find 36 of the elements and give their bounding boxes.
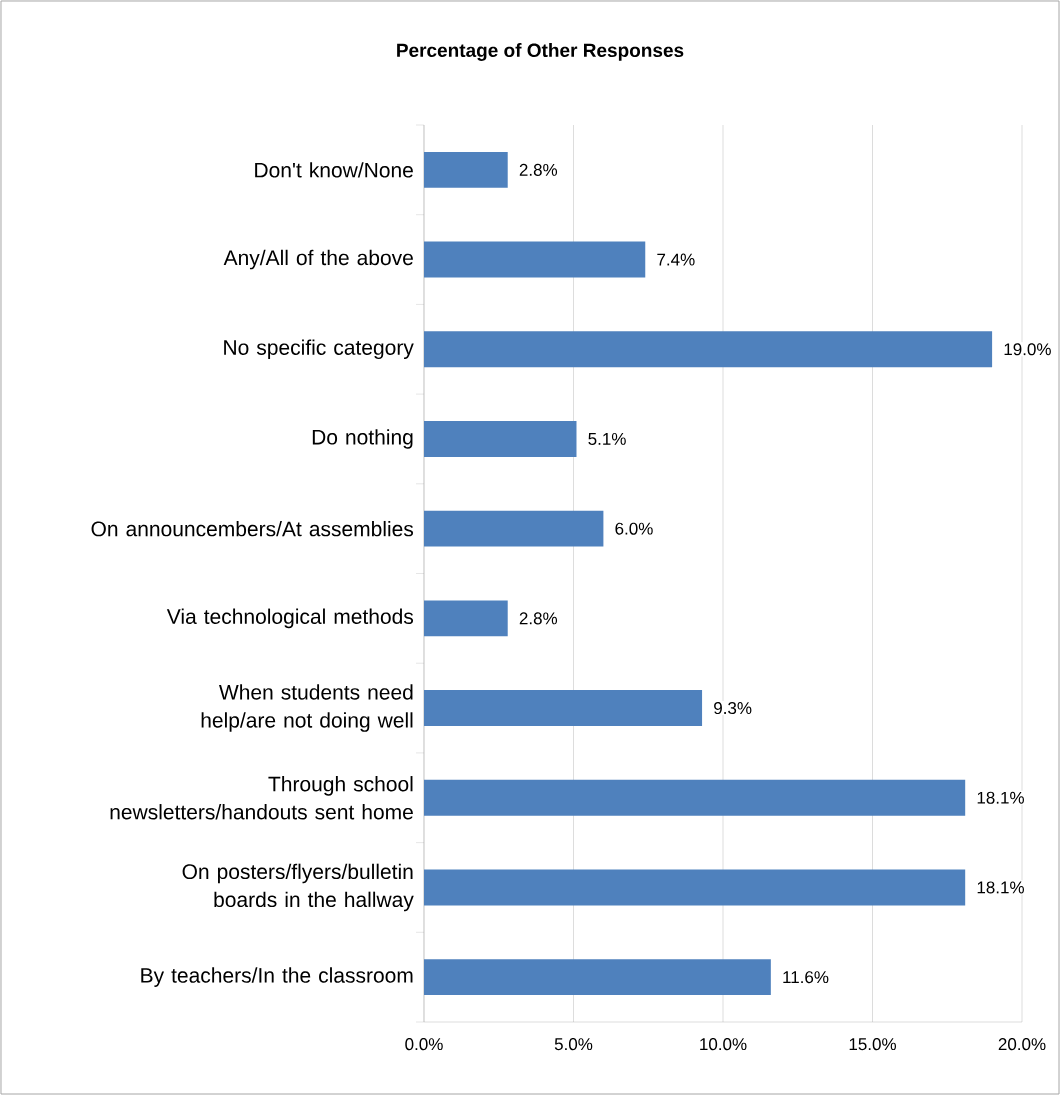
y-tick-label: Any/All of the above	[223, 249, 413, 270]
data-label: 18.1%	[977, 791, 1024, 804]
x-tick-label: 15.0%	[849, 1038, 896, 1051]
data-label: 2.8%	[519, 612, 558, 625]
bar	[424, 869, 966, 906]
y-tick-label: When students need help/are not doing well	[201, 684, 413, 732]
bar	[424, 510, 604, 547]
x-tick-label: 5.0%	[554, 1038, 593, 1051]
data-label: 19.0%	[1004, 343, 1051, 356]
y-tick-label: Through school newsletters/handouts sent home	[110, 776, 413, 820]
x-tick-label: 0.0%	[405, 1038, 443, 1051]
y-tick-label: By teachers/In the classroom	[141, 967, 413, 987]
data-label: 18.1%	[977, 881, 1024, 894]
bar	[424, 331, 993, 368]
y-tick-label: No specific category	[224, 339, 414, 360]
x-tick-label: 10.0%	[700, 1038, 747, 1051]
chart-title: Percentage of Other Responses	[397, 43, 684, 61]
y-tick-label: Do nothing	[312, 429, 413, 449]
bar	[424, 959, 771, 996]
bar	[424, 779, 966, 816]
data-label: 11.6%	[783, 971, 829, 984]
bar	[424, 600, 508, 637]
data-label: 7.4%	[657, 253, 695, 266]
y-tick-label: Don't know/None	[255, 162, 413, 178]
x-tick-label: 20.0%	[998, 1038, 1046, 1051]
data-label: 5.1%	[588, 432, 626, 445]
data-label: 9.3%	[714, 702, 752, 715]
bar	[424, 241, 646, 278]
bar	[424, 421, 577, 457]
bar	[424, 690, 703, 726]
data-label: 2.8%	[519, 163, 558, 176]
y-tick-label: On announcembers/At assemblies	[91, 520, 414, 537]
y-tick-label: Via technological methods	[166, 608, 414, 629]
bar	[424, 151, 508, 188]
data-label: 6.0%	[615, 522, 653, 535]
y-tick-label: On posters/flyers/bulletin boards in the hallway	[182, 863, 414, 912]
